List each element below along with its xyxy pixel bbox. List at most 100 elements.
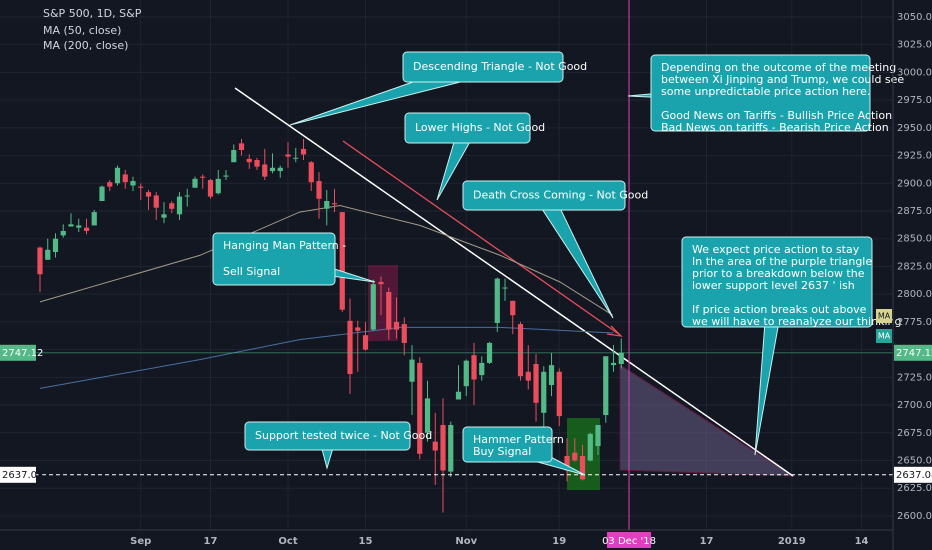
- x-tick-label: 15: [359, 536, 373, 547]
- callout-text: We expect price action to stay: [692, 243, 860, 256]
- candle-body: [471, 355, 477, 380]
- candle-body: [45, 249, 51, 260]
- candle-body: [525, 371, 531, 381]
- lower-highs-line: [342, 140, 621, 336]
- candle-body: [510, 300, 516, 316]
- candle-body: [463, 360, 469, 387]
- candle-body: [169, 203, 175, 209]
- ma-tag-bg: [876, 309, 892, 323]
- x-tick-label: 19: [552, 536, 566, 547]
- callout-text: Hanging Man Pattern -: [223, 239, 346, 252]
- candle-body: [238, 143, 245, 151]
- callout-text: we will have to reanalyze our thinking: [692, 315, 901, 328]
- candle-body: [122, 174, 128, 183]
- candle-body: [37, 247, 43, 275]
- y-tick-label: 3000.00: [897, 67, 932, 78]
- candle-body: [587, 433, 593, 461]
- callout-text: Lower Highs - Not Good: [415, 121, 545, 134]
- y-tick-label: 3050.00: [897, 12, 932, 23]
- x-tick-label: 2019: [778, 536, 806, 547]
- y-tick-label: 2625.00: [897, 483, 932, 494]
- arrow-head: [606, 325, 623, 337]
- callout-text: Descending Triangle - Not Good: [413, 60, 587, 73]
- y-tick-label: 2600.00: [897, 511, 932, 522]
- candle-body: [331, 203, 338, 205]
- price-label-bg: [894, 344, 932, 361]
- candle-body: [99, 186, 105, 202]
- callout-text: If price action breaks out above: [692, 303, 867, 316]
- candle-body: [107, 182, 113, 187]
- ma-tag-bg: [876, 329, 892, 343]
- price-label: 2747.12: [2, 348, 43, 359]
- y-tick-label: 2675.00: [897, 428, 932, 439]
- callout-text: Hammer Pattern: [473, 433, 564, 446]
- crosshair-label-bg: [607, 532, 652, 548]
- callout-text: Depending on the outcome of the meeting: [661, 61, 896, 74]
- candle-body: [548, 365, 555, 386]
- callout-box: [404, 112, 531, 144]
- candle-body: [378, 281, 384, 285]
- candle-body: [502, 287, 508, 289]
- callout-text: prior to a breakdown below the: [692, 267, 865, 280]
- candle-body: [285, 154, 291, 157]
- candle-body: [254, 159, 260, 167]
- axes: 2600.00 2625.00 2650.00 2675.00 2700.00 2725.…: [0, 12, 932, 548]
- candle-body: [618, 352, 624, 365]
- x-tick-label: Oct: [278, 536, 297, 547]
- x-tick-label: 17: [204, 536, 218, 547]
- candle-body: [424, 398, 431, 433]
- indicator-legend: MA (200, close): [43, 39, 128, 52]
- candle-body: [579, 456, 586, 480]
- annotations: Descending Triangle - Not Good Lower High…: [212, 51, 904, 476]
- candle-body: [114, 167, 121, 184]
- candle-body: [556, 371, 562, 417]
- callout-text: Death Cross Coming - Not Good: [473, 189, 648, 202]
- candle-body: [262, 164, 268, 177]
- candle-body: [68, 224, 74, 227]
- callout-text: lower support level 2637 ' ish: [692, 279, 855, 292]
- marks: [0, 0, 893, 530]
- price-label: 2637.08: [896, 470, 932, 481]
- candle-body: [145, 192, 152, 197]
- indicator-legend: MA (50, close): [43, 24, 121, 37]
- callout-box: [462, 180, 626, 211]
- candle-body: [455, 391, 462, 400]
- candle-body: [417, 362, 423, 454]
- callout-box: [462, 426, 553, 463]
- candle-body: [603, 356, 609, 416]
- callout-text: Sell Signal: [223, 265, 280, 278]
- trend-line: [234, 87, 794, 477]
- candle-body: [76, 225, 82, 228]
- candle-body: [494, 278, 500, 323]
- callout-text: In the area of the purple triangle: [692, 255, 872, 268]
- callout-text: Support tested twice - Not Good: [255, 429, 432, 442]
- candle-body: [91, 212, 97, 226]
- callout-text: some unpredictable price action here.: [661, 85, 870, 98]
- x-tick-label: 17: [700, 536, 714, 547]
- candle-body: [564, 456, 570, 471]
- purple-triangle: [619, 364, 795, 477]
- candle-body: [572, 452, 578, 461]
- candle-body: [393, 321, 400, 330]
- callout-box: [650, 54, 871, 132]
- candle-body: [269, 167, 276, 172]
- candle-body: [277, 167, 283, 172]
- candle-body: [355, 327, 361, 331]
- ma-tag: MA: [878, 332, 891, 341]
- candle-body: [533, 364, 539, 403]
- y-tick-label: 2925.00: [897, 151, 932, 162]
- candle-body: [223, 175, 229, 177]
- price-label: 2747.12: [896, 348, 932, 359]
- callout-text: between Xi Jinping and Trump, we could s…: [661, 73, 904, 86]
- y-tick-label: 2725.00: [897, 372, 932, 383]
- candle-body: [60, 230, 66, 236]
- x-tick-label: 14: [855, 536, 869, 547]
- candle-body: [83, 227, 90, 231]
- candle-body: [316, 181, 322, 199]
- chart-title: S&P 500, 1D, S&P: [43, 7, 142, 20]
- candle-body: [362, 335, 369, 350]
- candle-body: [401, 324, 407, 343]
- candle-body: [215, 178, 221, 194]
- candle-body: [176, 196, 183, 215]
